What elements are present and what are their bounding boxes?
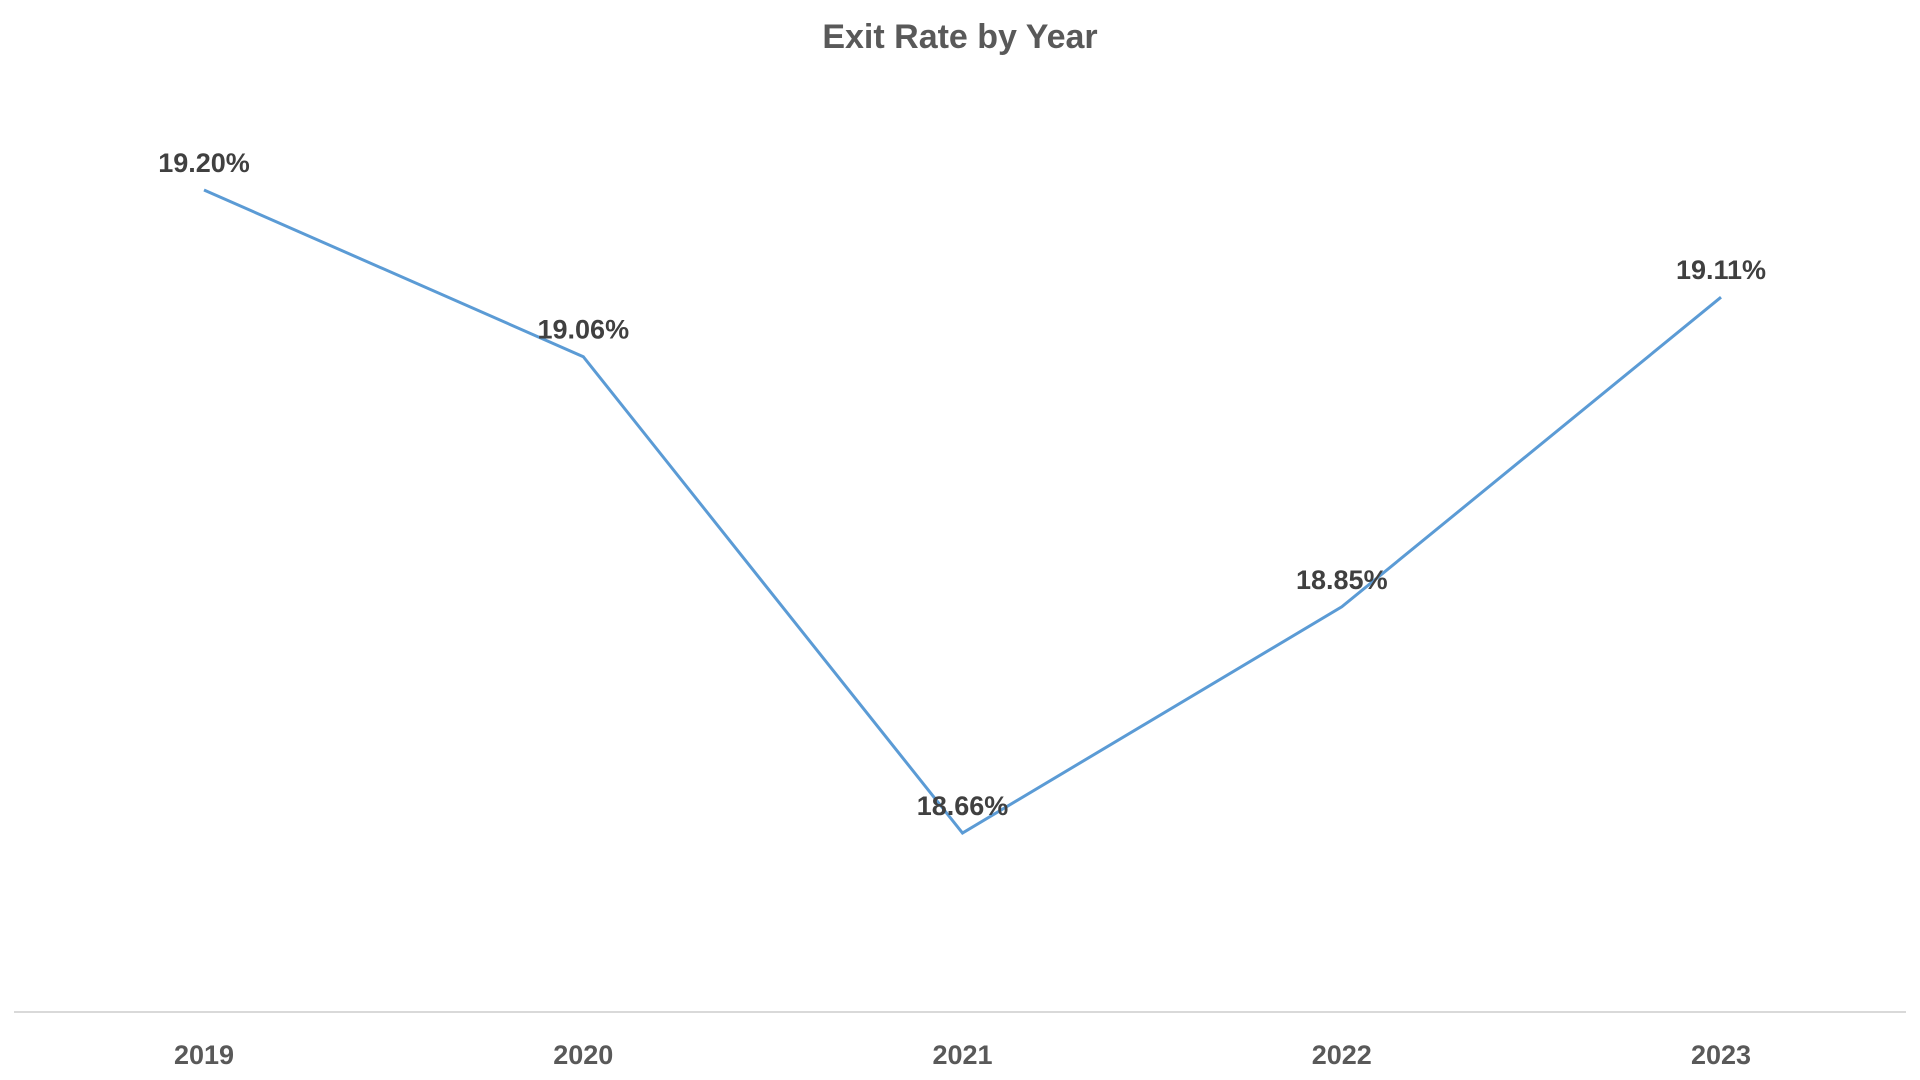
x-axis-tick-labels: 2019 2020 2021 2022 2023 xyxy=(174,1040,1751,1070)
x-tick-label-2019: 2019 xyxy=(174,1040,234,1070)
x-tick-label-2020: 2020 xyxy=(553,1040,613,1070)
x-tick-label-2021: 2021 xyxy=(932,1040,992,1070)
x-tick-label-2023: 2023 xyxy=(1691,1040,1751,1070)
chart-title: Exit Rate by Year xyxy=(822,18,1097,56)
data-label-2019: 19.20% xyxy=(158,148,250,178)
data-label-2021: 18.66% xyxy=(917,791,1009,821)
data-label-2023: 19.11% xyxy=(1676,255,1766,285)
data-label-2020: 19.06% xyxy=(538,315,630,345)
data-label-2022: 18.85% xyxy=(1296,565,1388,595)
series-line xyxy=(203,188,1722,835)
x-tick-label-2022: 2022 xyxy=(1312,1040,1372,1070)
data-labels: 19.20% 19.06% 18.66% 18.85% 19.11% xyxy=(158,148,1766,821)
